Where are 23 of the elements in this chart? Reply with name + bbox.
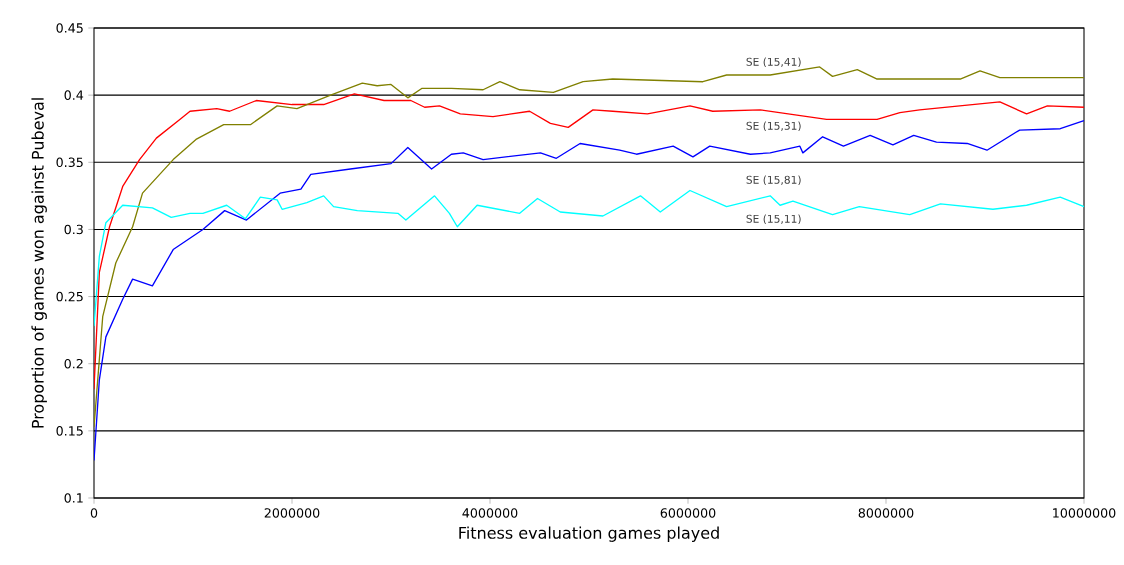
y-tick-label: 0.15: [56, 426, 83, 436]
x-tick-label: 10000000: [1053, 508, 1116, 518]
x-tick-label: 6000000: [660, 508, 716, 518]
y-axis-title: Proportion of games won against Pubeval: [31, 98, 47, 428]
y-tick-label: 0.45: [56, 23, 83, 33]
y-tick-label: 0.35: [56, 157, 83, 168]
y-tick-label: 0.3: [64, 224, 83, 235]
x-tick-label: 2000000: [264, 508, 320, 518]
line-series: [94, 189, 1084, 327]
annotation: SE (15,81): [746, 175, 801, 186]
line-series: [94, 93, 1084, 390]
annotation: SE (15,41): [746, 57, 801, 68]
y-tick-label: 0.25: [56, 291, 83, 302]
y-tick-label: 0.1: [64, 493, 83, 503]
x-axis-title: Fitness evaluation games played: [459, 526, 719, 542]
line-series: [94, 119, 1084, 462]
y-tick-label: 0.2: [64, 358, 83, 369]
annotation: SE (15,31): [746, 121, 801, 132]
annotation: SE (15,11): [746, 214, 801, 225]
x-tick-label: 0: [90, 508, 98, 518]
x-tick-label: 8000000: [858, 508, 914, 518]
y-tick-label: 0.4: [64, 90, 84, 100]
x-tick-label: 4000000: [462, 508, 518, 518]
